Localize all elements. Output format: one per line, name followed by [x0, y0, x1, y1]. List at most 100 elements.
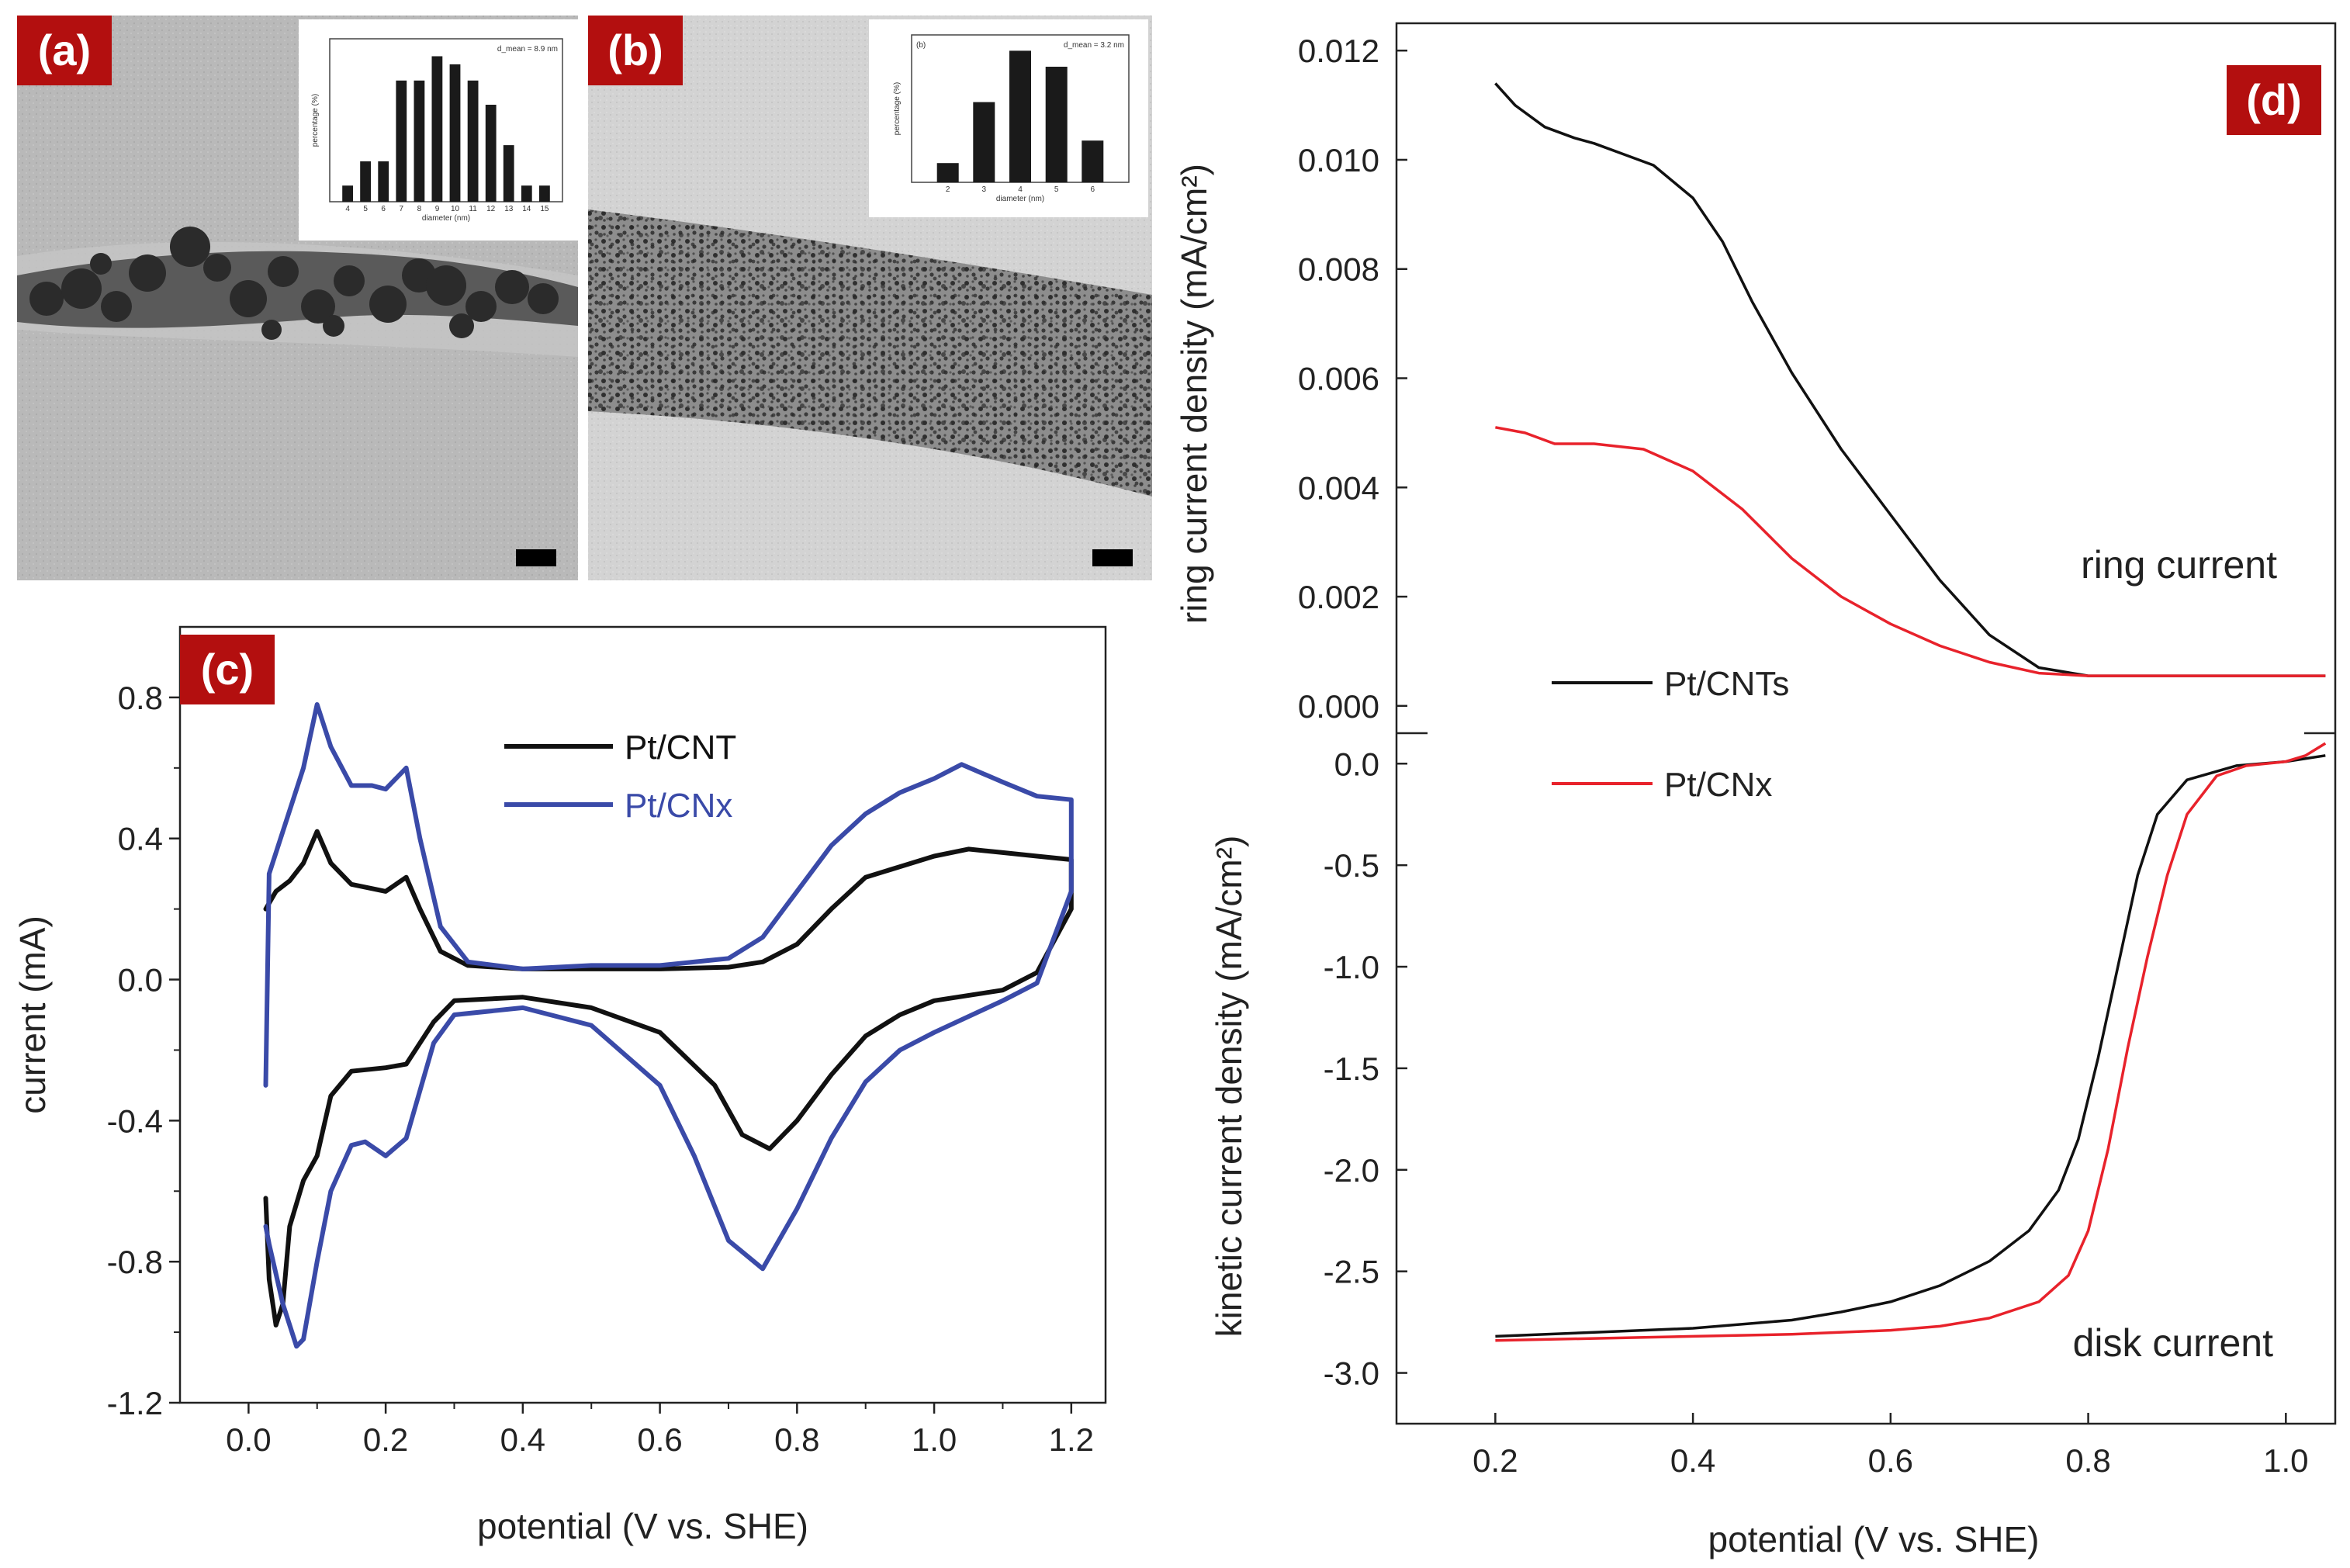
c-xtick-label: 0.8: [774, 1421, 819, 1458]
d-legend-label: Pt/CNTs: [1664, 665, 1789, 703]
inset-bar: [521, 185, 532, 202]
inset-tick-label: 13: [504, 205, 514, 213]
inset-bar: [396, 80, 407, 202]
inset-xlabel: diameter (nm): [422, 214, 470, 223]
inset-xlabel: diameter (nm): [996, 195, 1044, 203]
inset-tick-label: 2: [946, 185, 950, 194]
inset-bar: [485, 105, 497, 202]
inset-histogram-a: 4 5 6 7 8 9 10 11 12 13 14 15 diameter (nm) percentag…: [299, 19, 578, 241]
d-disk-ytick-label: -1.0: [1324, 949, 1379, 985]
scale-bar-b: [1092, 549, 1133, 566]
c-xtick-label: 0.2: [363, 1421, 408, 1458]
c-legend-label: Pt/CNT: [625, 729, 736, 767]
c-ytick-label: 0.8: [118, 680, 163, 716]
c-ytick-label: 0.4: [118, 821, 163, 857]
c-series-line: [263, 829, 1074, 1327]
d-xtick-label: 1.0: [2263, 1442, 2308, 1479]
c-xtick-label: 0.4: [500, 1421, 545, 1458]
d-disk-ylabel: kinetic current density (mA/cm²): [1209, 836, 1249, 1338]
inset-bar: [431, 56, 443, 202]
inset-tick-label: 6: [1091, 185, 1095, 194]
d-disk-series-line: [1495, 754, 2326, 1338]
inset-tick-label: 4: [1018, 185, 1023, 194]
inset-bar: [378, 161, 389, 202]
inset-tick-label: 3: [982, 185, 987, 194]
panel-label-b-bg: [588, 16, 683, 85]
inset-bar: [503, 145, 514, 202]
scale-bar-a: [516, 549, 556, 566]
d-xtick-label: 0.4: [1670, 1442, 1715, 1479]
inset-bar: [936, 163, 959, 182]
d-disk-ytick-label: -0.5: [1324, 847, 1379, 884]
inset-tick-label: 5: [1054, 185, 1059, 194]
d-ring-series-line: [1494, 82, 2326, 677]
d-axes-frame: [1395, 22, 2337, 1425]
inset-tick-label: 15: [540, 205, 549, 213]
inset-annotation: d_mean = 3.2 nm: [1064, 41, 1124, 50]
inset-tick-label: 14: [522, 205, 531, 213]
inset-histogram-b: 2 3 4 5 6 diameter (nm) percentage (%) d_mean =…: [869, 19, 1148, 217]
panel-c-cv-chart: 0.0 0.2 0.4 0.6 0.8 1.0 1.2 -1.2 -0.8 -0.4 0.0 0.4 0…: [12, 625, 1107, 1546]
d-ring-ytick-label: 0.004: [1298, 469, 1379, 506]
inset-bar: [1009, 50, 1031, 183]
c-ytick-label: -0.4: [107, 1102, 163, 1139]
c-legend-label: Pt/CNx: [625, 787, 732, 825]
d-xlabel: potential (V vs. SHE): [1708, 1519, 2040, 1559]
nanoparticle-cluster: [29, 227, 559, 340]
c-ytick-label: 0.0: [118, 962, 163, 999]
panel-label-c: (c): [201, 645, 254, 694]
inset-bar: [1045, 67, 1068, 182]
panel-d-rrde-chart: 0.000 0.002 0.004 0.006 0.008 0.010 0.012 -3.0 -…: [1174, 22, 2337, 1559]
inset-tick-label: 5: [363, 205, 368, 213]
inset-axes-frame: [329, 38, 563, 202]
d-xtick-label: 0.6: [1868, 1442, 1913, 1479]
panel-a-tem-image: (a) 4 5 6 7 8 9 10 11 12 13 14 15 diameter (nm) perce…: [17, 16, 578, 580]
inset-tick-label: 6: [381, 205, 386, 213]
d-ring-ytick-label: 0.006: [1298, 361, 1379, 397]
c-xtick-label: 0.0: [226, 1421, 271, 1458]
d-legend-label: Pt/CNx: [1664, 766, 1772, 804]
inset-bar: [342, 185, 353, 202]
d-disk-ytick-label: -2.5: [1324, 1254, 1379, 1290]
c-ytick-label: -1.2: [107, 1385, 163, 1421]
d-disk-annotation: disk current: [2073, 1321, 2274, 1365]
inset-tick-label: 9: [435, 205, 440, 213]
inset-bar: [414, 80, 425, 202]
c-xtick-label: 0.6: [637, 1421, 682, 1458]
panel-label-c-bg: [180, 635, 275, 704]
d-ring-ylabel: ring current density (mA/cm²): [1174, 164, 1214, 624]
panel-label-d-bg: [2227, 65, 2321, 135]
inset-tick-label: 12: [486, 205, 496, 213]
c-series-line: [263, 702, 1074, 1349]
inset-ylabel: percentage (%): [311, 94, 320, 147]
c-axes-frame: [178, 625, 1107, 1404]
inset-tick-label: 8: [417, 205, 422, 213]
panel-b-tem-image: (b) 2 3 4 5 6 diameter (nm) percentage (%) d_me…: [588, 16, 1152, 580]
inset-bar: [360, 161, 371, 202]
panel-label-d: (d): [2246, 75, 2302, 124]
d-xtick-label: 0.8: [2065, 1442, 2110, 1479]
d-disk-ytick-label: 0.0: [1334, 746, 1379, 782]
inset-tick-label: 11: [469, 205, 477, 213]
inset-bar: [1082, 140, 1104, 182]
panel-label-a-bg: [17, 16, 112, 85]
inset-bar: [539, 185, 550, 202]
d-disk-series-line: [1495, 742, 2327, 1342]
d-ring-ytick-label: 0.002: [1298, 579, 1379, 615]
inset-tick-label: 7: [400, 205, 404, 213]
c-xtick-label: 1.0: [912, 1421, 957, 1458]
inset-annotation: d_mean = 8.9 nm: [497, 45, 558, 54]
panel-label-b: (b): [607, 26, 663, 74]
inset-bar: [467, 80, 479, 202]
c-xlabel: potential (V vs. SHE): [477, 1506, 808, 1546]
d-xtick-label: 0.2: [1473, 1442, 1518, 1479]
d-disk-ytick-label: -3.0: [1324, 1355, 1379, 1392]
inset-ylabel: percentage (%): [893, 82, 902, 135]
inset-panel-tag: (b): [916, 41, 926, 50]
d-ring-ytick-label: 0.010: [1298, 142, 1379, 178]
c-ylabel: current (mA): [12, 916, 53, 1114]
panel-label-a: (a): [38, 26, 91, 74]
inset-tick-label: 4: [345, 205, 350, 213]
d-disk-ytick-label: -2.0: [1324, 1152, 1379, 1189]
